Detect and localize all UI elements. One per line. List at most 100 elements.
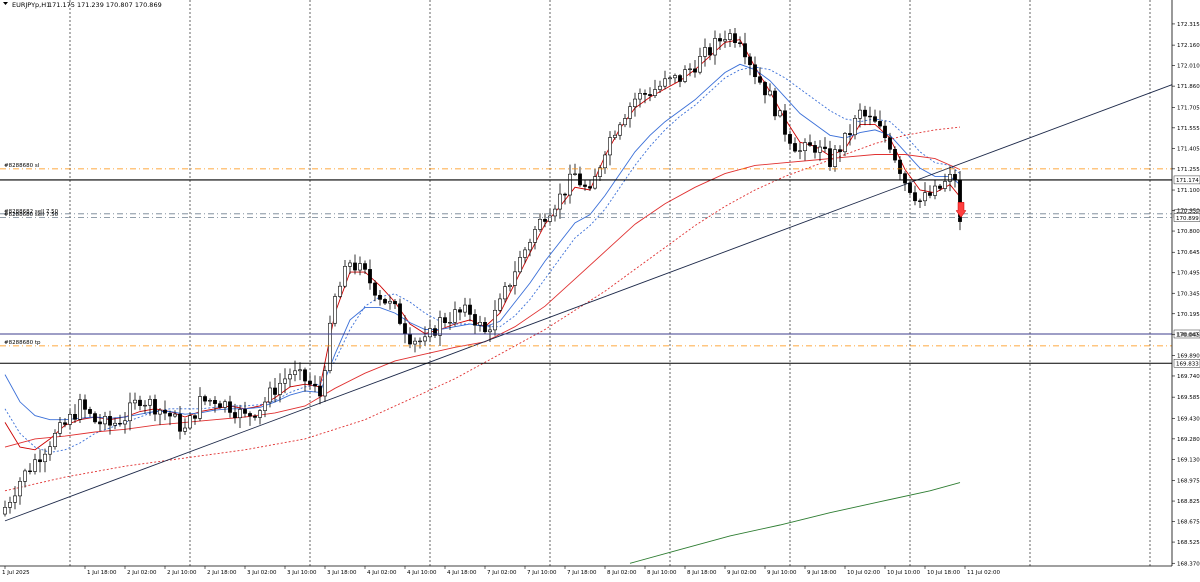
price-axis: 172.315 172.160 172.010 171.860 171.705 171.5… xyxy=(1171,0,1200,567)
candle-up xyxy=(663,78,667,87)
price-tick-label: 171.705 xyxy=(1177,105,1200,111)
candle-up xyxy=(853,118,857,136)
candle-down xyxy=(248,413,252,417)
price-tick-label: 171.555 xyxy=(1177,126,1200,132)
symbol-dropdown-icon[interactable] xyxy=(3,2,8,5)
candle-down xyxy=(233,412,237,419)
candle-down xyxy=(873,116,877,122)
time-tick-label: 3 Jul 02:00 xyxy=(247,570,277,576)
candle-down xyxy=(303,369,307,382)
candle-down xyxy=(458,309,462,313)
candle-down xyxy=(913,192,917,202)
price-tick-label: 168.525 xyxy=(1177,540,1200,546)
ma-line-5 xyxy=(629,482,961,564)
level-label: #8288680 sl xyxy=(4,163,40,169)
candle-up xyxy=(633,98,637,108)
level-label: #8288680 tp xyxy=(4,340,41,346)
candle-down xyxy=(473,314,477,326)
candle-down xyxy=(138,399,142,406)
price-tick-label: 171.255 xyxy=(1177,167,1200,173)
candle-down xyxy=(228,401,232,413)
candle-down xyxy=(178,413,182,432)
candle-up xyxy=(948,174,952,182)
candle-down xyxy=(808,142,812,146)
candle-up xyxy=(343,266,347,287)
candle-up xyxy=(843,133,847,153)
candle-down xyxy=(98,421,102,425)
price-tick-label: 171.860 xyxy=(1177,84,1200,90)
candle-up xyxy=(778,110,782,117)
symbol-label: EURJPYp,H1 xyxy=(12,1,50,9)
candle-down xyxy=(28,470,32,473)
candle-down xyxy=(373,282,377,296)
price-tick-label: 171.100 xyxy=(1177,188,1200,194)
candle-up xyxy=(533,229,537,243)
candle-up xyxy=(653,89,657,96)
candle-up xyxy=(448,322,452,324)
candle-up xyxy=(518,257,522,273)
candle-down xyxy=(753,64,757,78)
candle-down xyxy=(783,110,787,135)
time-tick-label: 9 Jul 18:00 xyxy=(807,570,837,576)
candle-up xyxy=(223,401,227,408)
candle-up xyxy=(338,285,342,297)
candle-up xyxy=(413,340,417,345)
candle-down xyxy=(38,459,42,463)
time-tick-label: 2 Jul 02:00 xyxy=(127,570,157,576)
candle-up xyxy=(858,109,862,119)
candle-down xyxy=(308,380,312,385)
candle-up xyxy=(188,415,192,429)
candle-up xyxy=(18,481,22,497)
price-tick-label: 170.950 xyxy=(1177,209,1200,215)
candle-up xyxy=(278,382,282,395)
price-tick-label: 169.130 xyxy=(1177,457,1200,463)
entry-label: #8288682 sell 7.50 xyxy=(4,209,59,215)
candle-up xyxy=(148,399,152,406)
candle-down xyxy=(73,414,77,420)
candle-down xyxy=(883,125,887,138)
price-tag: 169.833 xyxy=(1176,362,1199,368)
time-tick-label: 4 Jul 02:00 xyxy=(367,570,397,576)
candle-up xyxy=(123,420,127,425)
candle-up xyxy=(298,369,302,372)
candle-down xyxy=(313,383,317,387)
candle-down xyxy=(898,159,902,174)
candle-up xyxy=(208,400,212,402)
candle-up xyxy=(173,413,177,417)
candle-up xyxy=(288,374,292,380)
time-axis: 1 Jul 2025 1 Jul 18:00 2 Jul 02:00 2 Jul 10… xyxy=(0,565,1172,576)
candle-up xyxy=(43,453,47,463)
candle-down xyxy=(403,323,407,335)
candle-down xyxy=(433,328,437,336)
candle-up xyxy=(538,218,542,230)
candle-up xyxy=(323,370,327,397)
price-tick-label: 168.370 xyxy=(1177,561,1200,567)
candle-up xyxy=(623,118,627,126)
candle-up xyxy=(53,433,57,447)
candle-up xyxy=(428,328,432,338)
candle-up xyxy=(423,336,427,342)
time-tick-label: 10 Jul 18:00 xyxy=(927,570,960,576)
candle-down xyxy=(868,115,872,118)
candle-up xyxy=(628,106,632,119)
candle-down xyxy=(678,75,682,82)
candle-up xyxy=(703,47,707,57)
candle-down xyxy=(398,303,402,324)
time-tick-label: 7 Jul 10:00 xyxy=(527,570,557,576)
candle-up xyxy=(658,85,662,90)
candle-down xyxy=(203,396,207,402)
candle-up xyxy=(493,309,497,331)
candle-down xyxy=(773,90,777,117)
candle-up xyxy=(833,149,837,167)
candle-down xyxy=(483,322,487,333)
candle-up xyxy=(198,396,202,419)
candle-down xyxy=(708,47,712,56)
candle-up xyxy=(58,422,62,434)
price-tick-label: 169.585 xyxy=(1177,395,1200,401)
candle-up xyxy=(283,378,287,384)
price-tick-label: 169.280 xyxy=(1177,437,1200,443)
candle-down xyxy=(828,148,832,167)
candle-down xyxy=(243,409,247,414)
